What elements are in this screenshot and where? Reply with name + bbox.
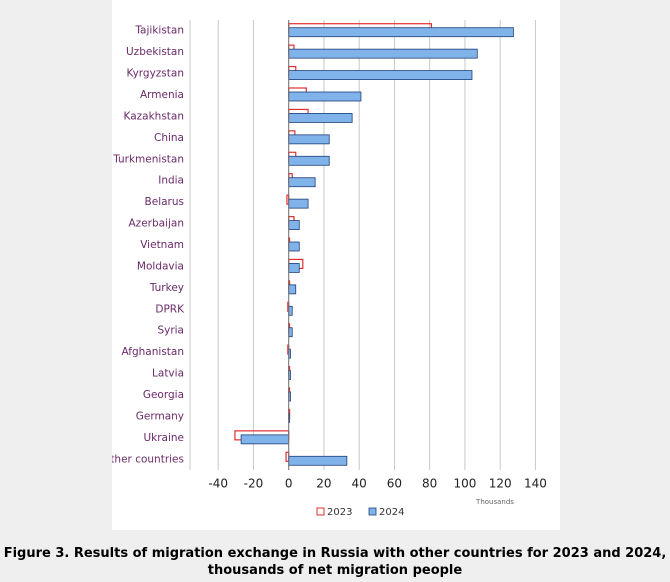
bar [288, 220, 300, 230]
bar [288, 263, 300, 273]
y-tick-label: Vietnam [140, 239, 184, 251]
x-tick-label: -40 [208, 477, 228, 491]
y-tick-label: China [154, 132, 184, 144]
y-tick-label: Azerbaijan [129, 218, 185, 230]
chart-background [112, 0, 560, 530]
bar [288, 455, 348, 466]
x-tick-label: 80 [422, 477, 437, 491]
bar [288, 113, 353, 123]
bar [288, 198, 309, 209]
x-unit-label: Thousands [475, 498, 514, 506]
y-tick-label: Turkmenistan [112, 153, 184, 165]
bar [288, 327, 293, 338]
y-tick-label: Turkey [149, 282, 184, 294]
y-tick-label: other countries [112, 453, 184, 465]
bar [288, 134, 330, 145]
bar [288, 305, 293, 316]
y-tick-label: Kyrgyzstan [126, 68, 184, 80]
x-tick-label: 0 [285, 477, 293, 491]
bar [288, 91, 362, 102]
y-tick-label: India [158, 175, 184, 187]
x-tick-label: 60 [387, 477, 402, 491]
x-tick-label: 100 [453, 477, 476, 491]
bar [240, 434, 290, 445]
y-tick-label: Tajikistan [134, 25, 184, 37]
x-tick-label: -20 [244, 477, 264, 491]
y-tick-label: Kazakhstan [124, 110, 185, 122]
bar [288, 48, 478, 59]
y-tick-label: Georgia [143, 389, 184, 401]
y-tick-label: Ukraine [143, 432, 184, 444]
y-tick-label: Syria [157, 325, 184, 337]
x-tick-label: 120 [489, 477, 512, 491]
bar [288, 27, 514, 38]
y-tick-label: Uzbekistan [126, 46, 184, 58]
bar [288, 155, 330, 166]
y-tick-label: DPRK [155, 303, 185, 315]
legend-label: 2024 [379, 507, 404, 518]
y-tick-label: Germany [136, 410, 184, 422]
legend-swatch [368, 507, 377, 516]
y-tick-label: Armenia [140, 89, 184, 101]
bar [288, 284, 297, 295]
caption: Figure 3. Results of migration exchange … [3, 546, 667, 578]
legend-swatch [316, 507, 325, 516]
y-tick-label: Belarus [145, 196, 184, 208]
x-tick-label: 40 [352, 477, 367, 491]
legend-label: 2023 [327, 507, 352, 518]
chart: -40 -20 0 20 40 60 80 100 120 140 Thousands Tajikis… [112, 0, 560, 530]
y-tick-label: Moldavia [137, 260, 184, 272]
bar [288, 70, 473, 80]
bar [288, 177, 316, 188]
x-tick-label: 140 [524, 477, 547, 491]
bar [288, 241, 300, 252]
y-tick-label: Afghanistan [121, 346, 184, 358]
y-tick-label: Latvia [152, 368, 184, 380]
x-tick-label: 20 [316, 477, 331, 491]
